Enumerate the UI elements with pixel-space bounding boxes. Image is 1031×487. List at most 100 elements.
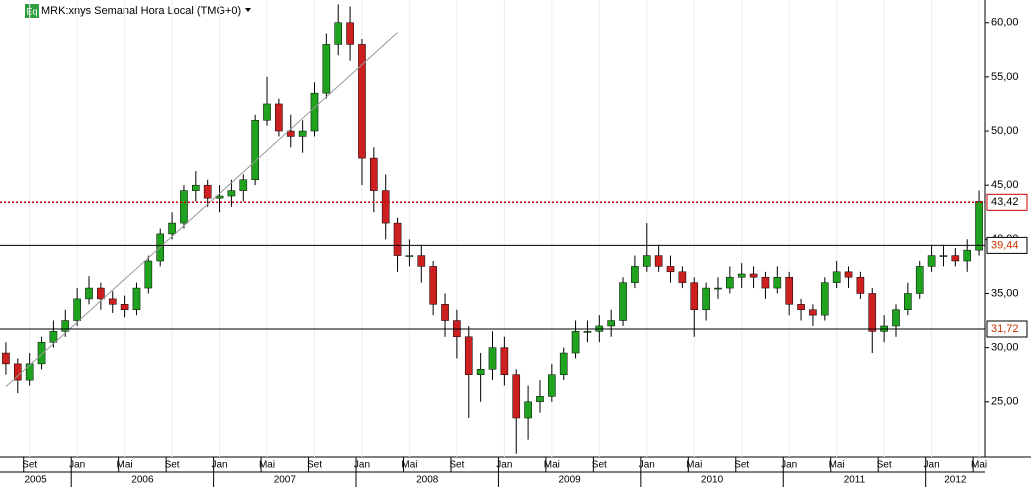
candle-body — [97, 287, 105, 300]
candle-body — [737, 273, 746, 278]
candle-body — [975, 201, 983, 251]
candle-body — [405, 255, 414, 257]
y-tick-label: 25,00 — [991, 396, 1019, 408]
candle-body — [773, 276, 782, 289]
candle-body — [203, 184, 212, 199]
level-label-box — [986, 193, 1028, 211]
y-tick-label: 50,00 — [991, 125, 1019, 137]
chart-title[interactable]: MRK:xnys Semanal Hora Local (TMG+0) — [41, 5, 241, 17]
x-tick-label: Jan — [69, 460, 85, 471]
candle-body — [381, 190, 390, 224]
candle-body — [429, 266, 437, 305]
candle-body — [275, 103, 283, 132]
candle-body — [856, 276, 865, 294]
candle-body — [797, 304, 805, 310]
candle-body — [559, 352, 568, 375]
year-label: 2010 — [701, 475, 724, 486]
year-label: 2009 — [559, 475, 582, 486]
candle-body — [654, 255, 663, 267]
candle-body — [192, 184, 200, 191]
candle-body — [476, 369, 485, 375]
candle-body — [844, 271, 853, 278]
year-label: 2005 — [24, 475, 47, 486]
level-label: 31,72 — [991, 323, 1019, 335]
candle-body — [820, 282, 829, 316]
candle-body — [642, 255, 651, 267]
candle-body — [619, 282, 627, 321]
x-tick-label: Jan — [781, 460, 797, 471]
candle-body — [464, 336, 473, 375]
level-label-box — [986, 236, 1028, 254]
candle-body — [809, 309, 817, 316]
x-tick-label: Jan — [211, 460, 227, 471]
x-tick-label: Mai — [829, 460, 845, 471]
candle-body — [25, 363, 34, 381]
y-tick-label: 30,00 — [991, 342, 1019, 354]
badge: Eq — [26, 6, 37, 16]
candle-body — [298, 130, 307, 137]
x-tick-label: Set — [22, 460, 37, 471]
candle-body — [73, 298, 81, 321]
candle-body — [239, 179, 248, 191]
candle-body — [286, 130, 295, 137]
candle-body — [939, 255, 948, 257]
x-tick-label: Jan — [924, 460, 940, 471]
candle-body — [132, 287, 141, 310]
candle-body — [714, 287, 722, 290]
level-label: 39,44 — [991, 239, 1019, 251]
candle-body — [85, 287, 93, 300]
x-tick-label: Jan — [354, 460, 370, 471]
candle-body — [334, 22, 343, 45]
candle-body — [144, 260, 153, 289]
y-tick-label: 45,00 — [991, 179, 1019, 191]
candle-body — [417, 255, 426, 267]
candle-body — [370, 157, 378, 191]
candle-body — [49, 331, 58, 343]
candle-body — [631, 266, 639, 283]
x-tick-label: Jan — [496, 460, 512, 471]
candle-body — [726, 276, 734, 289]
candle-body — [915, 266, 924, 294]
dropdown-arrow[interactable] — [245, 8, 251, 12]
candle-body — [678, 271, 687, 283]
x-tick-label: Mai — [117, 460, 133, 471]
candle-body — [702, 287, 710, 310]
x-tick-label: Set — [165, 460, 180, 471]
candle-body — [346, 22, 354, 45]
candle-body — [583, 331, 592, 333]
year-label: 2011 — [844, 475, 866, 486]
candle-body — [571, 331, 580, 354]
candle-body — [180, 190, 188, 224]
x-tick-label: Set — [307, 460, 322, 471]
candle-body — [108, 298, 117, 305]
x-tick-label: Set — [734, 460, 749, 471]
candle-body — [322, 44, 331, 94]
level-label-box — [986, 320, 1028, 338]
year-label: 2007 — [274, 475, 297, 486]
x-tick-label: Mai — [971, 460, 987, 471]
year-label: 2006 — [131, 475, 154, 486]
year-label: 2012 — [944, 475, 967, 486]
candle-body — [785, 276, 793, 305]
candle-body — [927, 255, 936, 267]
candle-body — [61, 320, 70, 332]
level-label: 43,42 — [991, 196, 1019, 208]
candle-body — [393, 222, 402, 256]
candle-body — [168, 222, 176, 235]
year-label: 2008 — [416, 475, 439, 486]
candle-body — [310, 92, 319, 132]
y-tick-label: 60,00 — [991, 17, 1019, 29]
x-tick-label: Mai — [544, 460, 560, 471]
candle-body — [951, 255, 960, 262]
x-tick-label: Jan — [639, 460, 655, 471]
candle-body — [607, 320, 615, 327]
x-tick-label: Mai — [259, 460, 275, 471]
badge-box — [25, 4, 39, 18]
y-tick-label: 55,00 — [991, 71, 1019, 83]
candle-body — [832, 271, 841, 283]
x-tick-label: Mai — [686, 460, 702, 471]
candle-body — [536, 396, 544, 403]
candle-body — [963, 249, 972, 262]
candle-body — [512, 374, 521, 419]
candle-body — [358, 44, 366, 159]
